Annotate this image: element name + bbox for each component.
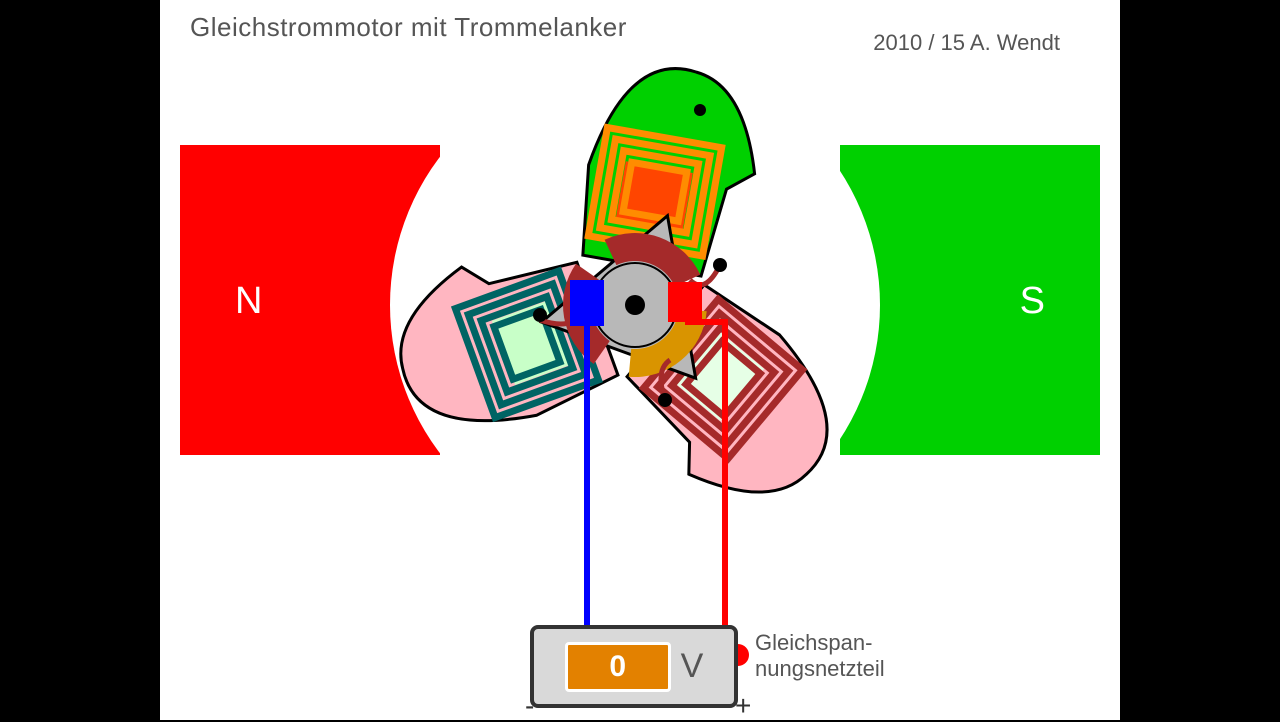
magnet-north-label: N — [235, 280, 262, 323]
terminal-neg-label: - — [525, 690, 534, 722]
magnet-south-label: S — [1020, 280, 1045, 323]
power-supply-label: Gleichspan-nungsnetzteil — [755, 630, 885, 683]
voltmeter-unit: V — [681, 647, 704, 686]
diagram-credit: 2010 / 15 A. Wendt — [873, 30, 1060, 56]
diagram-title: Gleichstrommotor mit Trommelanker — [190, 12, 627, 43]
voltmeter: 0 V — [530, 625, 738, 708]
rotor-gap-circle — [390, 60, 880, 550]
diagram-stage: Gleichstrommotor mit Trommelanker 2010 /… — [160, 0, 1120, 720]
terminal-pos-label: + — [735, 690, 751, 722]
voltmeter-value: 0 — [565, 642, 671, 692]
